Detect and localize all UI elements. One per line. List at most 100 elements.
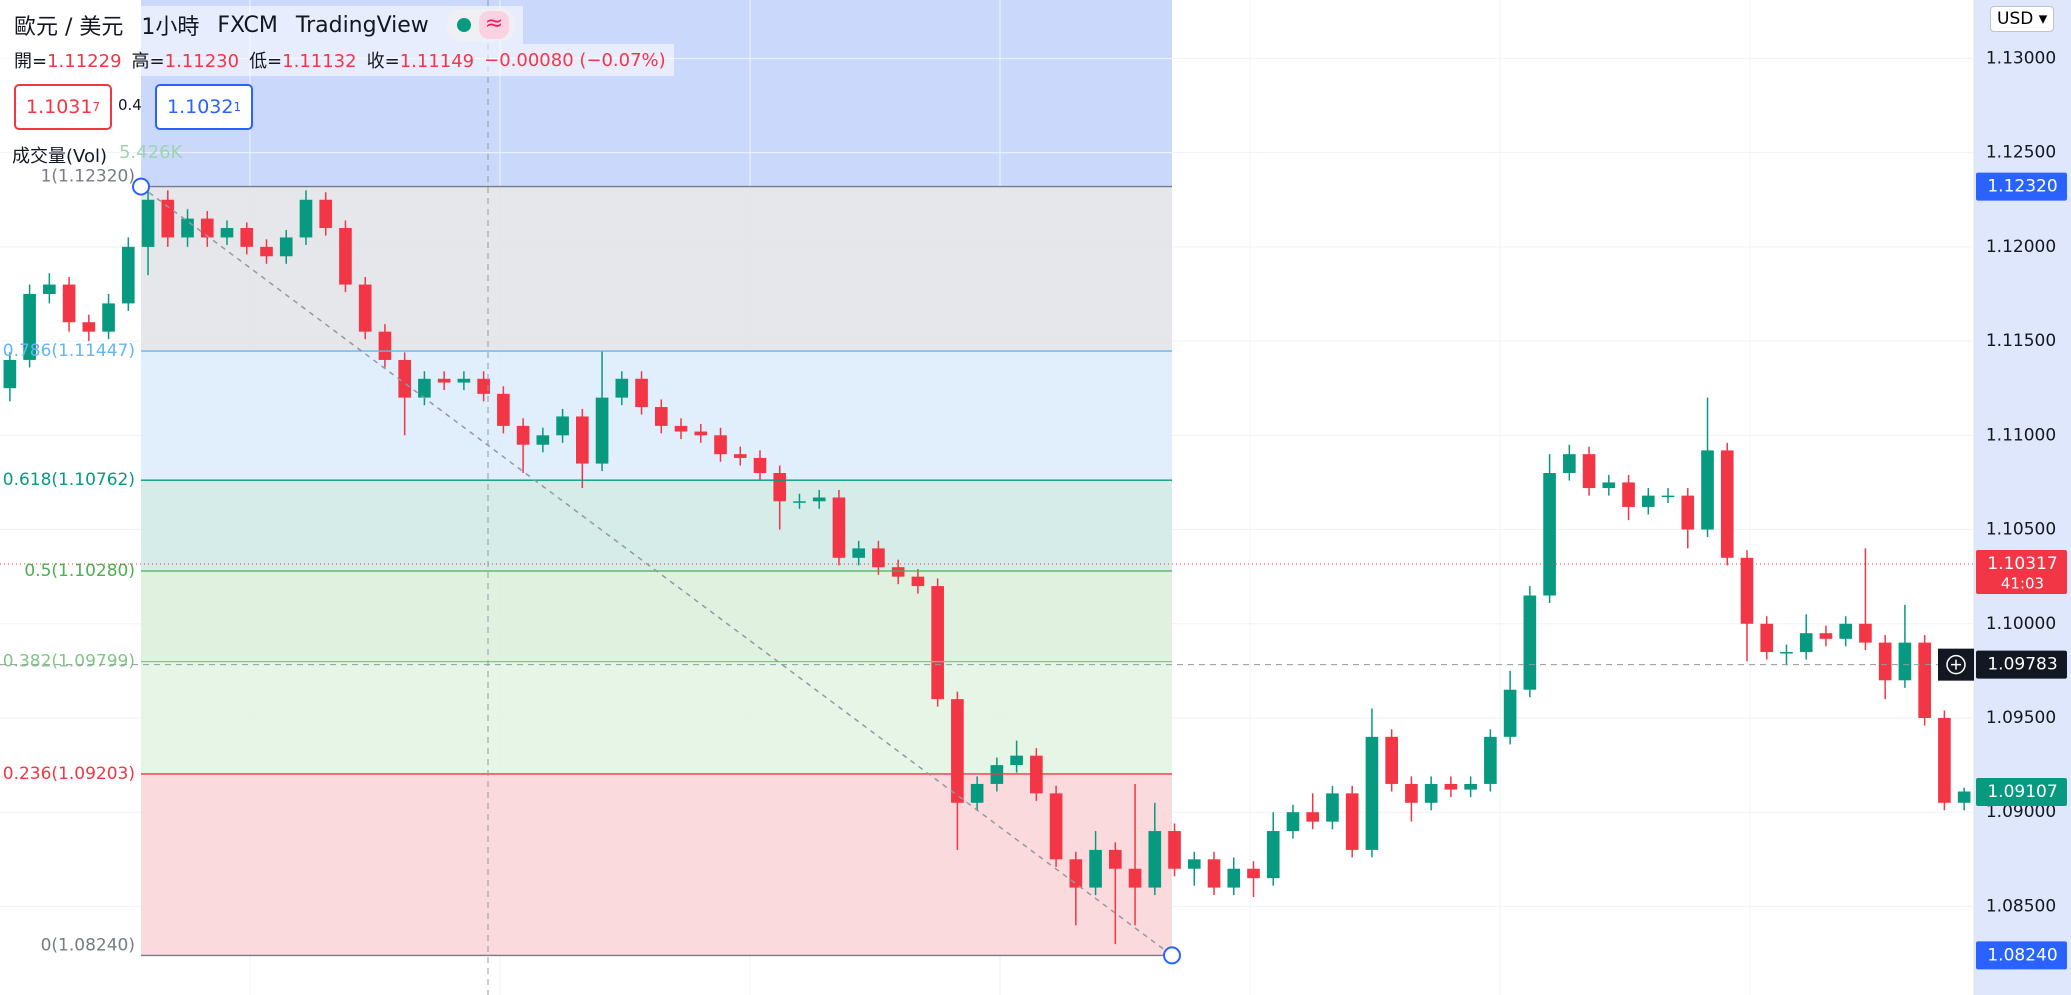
candle-body	[477, 378, 490, 394]
candle-body	[23, 293, 36, 360]
candle-body	[970, 783, 984, 803]
candle-body	[1010, 755, 1023, 766]
candle-body	[102, 303, 115, 332]
fib-label: 1(1.12320)	[41, 167, 135, 187]
candle-body	[1720, 450, 1734, 558]
candle-body	[1227, 868, 1241, 888]
candle-body	[1464, 783, 1477, 790]
candle-body	[62, 284, 76, 323]
candle-body	[1326, 793, 1339, 822]
candle-body	[1740, 557, 1754, 624]
price-tag-label: 1.12320	[1987, 177, 2057, 197]
candle-body	[714, 435, 727, 455]
sell-pip: 7	[92, 100, 101, 114]
candle-body	[595, 397, 609, 464]
y-tick-label: 1.13000	[1986, 48, 2056, 68]
ohlc-value: 1.11132	[282, 51, 357, 72]
ohlc-row: 開=1.11229 高=1.11230 低=1.11132 收=1.11149 −0.0…	[6, 44, 674, 76]
candle-body	[1286, 812, 1300, 832]
anchor-handle	[132, 177, 150, 196]
fib-zone	[141, 186, 1172, 352]
candle-body	[121, 246, 135, 304]
price-tag-label: 1.10317	[1987, 554, 2057, 574]
candle-body	[516, 425, 530, 445]
candle-body	[1503, 689, 1517, 737]
volume-label: 成交量(Vol)	[12, 146, 107, 167]
candle-body	[437, 378, 451, 383]
ohlc-value: 1.11149	[399, 51, 475, 72]
candle-body	[753, 457, 767, 474]
candle-body	[1918, 642, 1931, 718]
price-tag-label: 1.09107	[1987, 782, 2057, 802]
fib-zone	[141, 661, 1172, 774]
candle-body	[1563, 454, 1576, 474]
candle-body	[872, 548, 885, 568]
status-icons[interactable]: ≈	[446, 9, 516, 41]
candle-body	[1681, 495, 1695, 530]
ohlc-value: 1.11229	[47, 51, 122, 72]
candle-body	[1247, 868, 1260, 879]
candle-body	[1543, 473, 1556, 596]
price-tag	[1976, 550, 2067, 595]
y-tick-label: 1.11000	[1986, 425, 2056, 445]
countdown: 41:03	[2001, 575, 2044, 593]
candle-body	[1859, 623, 1872, 643]
fib-zone	[141, 570, 1172, 662]
candle-body	[141, 199, 155, 247]
candle-body	[1957, 791, 1971, 803]
y-tick-label: 1.11500	[1986, 331, 2056, 351]
fib-zone	[141, 480, 1172, 571]
candle-body	[1089, 849, 1102, 888]
candle-body	[1385, 736, 1398, 784]
candle-body	[1207, 859, 1221, 888]
symbol-header: 歐元 / 美元 1小時 FXCM TradingView ≈	[6, 6, 524, 44]
price-tag	[1976, 650, 2067, 679]
candle-body	[1148, 831, 1162, 888]
fib-label: 0.236(1.09203)	[3, 764, 135, 784]
candle-body	[694, 431, 708, 436]
price-tag-label: 1.08240	[1987, 945, 2057, 965]
candle-body	[161, 199, 175, 238]
y-tick-label: 1.10000	[1986, 614, 2056, 634]
candle-body	[1819, 633, 1833, 639]
candle-body	[418, 378, 431, 398]
candle-body	[951, 699, 964, 803]
candle-body	[279, 237, 293, 257]
interval[interactable]: 1小時	[141, 15, 200, 40]
candle-body	[1108, 849, 1122, 869]
sell-button[interactable]: 1.1031 7	[14, 84, 113, 130]
candle-body	[1049, 793, 1063, 860]
candle-body	[1780, 652, 1793, 654]
candle-body	[1405, 783, 1418, 803]
candle-body	[911, 576, 925, 587]
buy-price: 1.1032	[167, 96, 234, 118]
candle-body	[556, 416, 569, 436]
candle-body	[891, 567, 905, 577]
candle-body	[319, 199, 333, 229]
candle-body	[1345, 793, 1359, 850]
fib-label: 0.618(1.10762)	[3, 470, 135, 490]
candle-body	[733, 454, 747, 458]
candle-body	[1266, 831, 1280, 879]
candle-body	[793, 501, 806, 503]
candle-body	[654, 407, 668, 426]
buy-button[interactable]: 1.1032 1	[155, 84, 254, 130]
volume-legend: 成交量(Vol) 5.426K	[12, 142, 182, 168]
candle-body	[1444, 783, 1458, 790]
ohlc-key: 低=	[249, 51, 283, 72]
currency-select[interactable]: USD ▾	[1990, 6, 2055, 32]
symbol[interactable]: 歐元 / 美元	[14, 15, 124, 40]
candle-body	[1424, 783, 1438, 803]
candle-body	[615, 378, 629, 398]
candle-body	[536, 435, 550, 445]
candle-body	[3, 359, 17, 389]
candle-body	[1661, 495, 1675, 498]
candle-body	[358, 284, 372, 332]
candle-body	[220, 228, 234, 238]
anchor-handle	[1163, 946, 1181, 965]
trend-line	[140, 185, 1173, 957]
candle-body	[1878, 642, 1892, 681]
ohlc-value: 1.11230	[164, 51, 240, 72]
candle-body	[1168, 831, 1181, 869]
